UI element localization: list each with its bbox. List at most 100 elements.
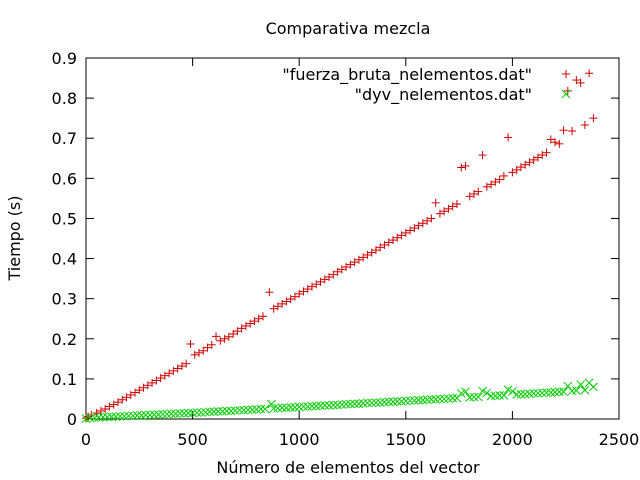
data-point — [354, 399, 364, 409]
data-point — [508, 168, 517, 177]
data-point — [252, 405, 261, 414]
data-point — [226, 406, 236, 416]
data-point — [149, 410, 159, 419]
data-point — [190, 350, 199, 359]
data-point — [329, 270, 338, 279]
y-axis-label: Tiempo (s) — [5, 195, 24, 281]
data-point — [444, 204, 453, 213]
data-point — [384, 397, 394, 407]
data-point — [109, 400, 118, 409]
data-point — [469, 392, 479, 402]
data-point — [533, 153, 542, 162]
data-point — [246, 319, 255, 328]
data-point — [427, 214, 436, 223]
data-point — [537, 388, 547, 398]
x-axis: 0 500 1000 1500 2000 2500 — [81, 58, 639, 449]
data-point — [333, 400, 342, 410]
y-tick-label: 0.8 — [52, 89, 77, 108]
data-point — [555, 139, 564, 148]
data-point — [162, 409, 172, 419]
data-point — [166, 409, 176, 419]
y-tick-label: 0 — [67, 410, 77, 429]
data-point — [101, 404, 110, 413]
data-point — [401, 396, 411, 406]
y-tick-label: 0.6 — [52, 169, 77, 188]
plot-area-frame — [85, 57, 620, 420]
data-point — [333, 267, 342, 276]
y-tick-label: 0.4 — [52, 250, 77, 269]
data-point — [559, 126, 568, 135]
data-point — [122, 393, 131, 402]
data-point — [401, 228, 410, 237]
legend-marker-symbol — [562, 70, 570, 78]
data-point — [414, 395, 423, 405]
data-point — [325, 273, 334, 282]
data-point — [567, 386, 577, 396]
x-tick-label: 2500 — [599, 430, 640, 449]
data-point — [478, 151, 487, 160]
data-point — [409, 396, 419, 405]
data-series — [81, 69, 598, 423]
data-point — [465, 192, 474, 201]
data-point — [465, 392, 475, 402]
data-point — [230, 406, 240, 415]
data-point — [393, 233, 402, 242]
data-point — [427, 394, 436, 404]
data-point — [461, 161, 470, 170]
data-point — [589, 114, 598, 123]
data-point — [559, 387, 568, 397]
data-point — [260, 404, 270, 414]
data-point — [529, 155, 538, 164]
data-point — [585, 69, 594, 78]
data-point — [203, 343, 212, 352]
data-point — [295, 289, 304, 298]
data-point — [516, 163, 525, 172]
data-point — [192, 408, 202, 417]
data-point — [303, 402, 313, 411]
data-point — [405, 396, 415, 405]
data-point — [359, 253, 368, 262]
data-point — [254, 314, 263, 323]
data-point — [414, 221, 423, 230]
data-point — [346, 260, 355, 269]
data-point — [525, 158, 534, 167]
data-point — [299, 402, 308, 411]
data-point — [152, 376, 161, 385]
data-point — [525, 389, 534, 399]
data-point — [572, 76, 581, 85]
legend-label-fuerza-bruta: "fuerza_bruta_nelementos.dat" — [282, 65, 532, 85]
series-fuerza-bruta — [82, 69, 598, 423]
data-point — [512, 390, 522, 399]
data-point — [124, 411, 133, 421]
data-point — [220, 334, 229, 343]
data-point — [256, 404, 266, 414]
data-point — [171, 409, 180, 419]
data-point — [495, 175, 504, 184]
data-point — [346, 399, 355, 409]
data-point — [282, 403, 291, 413]
data-point — [233, 327, 242, 336]
data-point — [376, 243, 385, 252]
data-point — [243, 405, 253, 415]
data-point — [328, 400, 338, 410]
data-point — [132, 411, 142, 420]
data-point — [482, 182, 491, 191]
data-point — [431, 394, 441, 404]
data-point — [165, 369, 174, 378]
chart-title: Comparativa mezcla — [266, 19, 431, 38]
data-point — [452, 200, 461, 209]
data-point — [580, 385, 590, 395]
data-point — [107, 412, 116, 421]
data-point — [273, 302, 282, 311]
data-point — [311, 401, 321, 411]
data-point — [516, 389, 526, 399]
data-point — [102, 412, 112, 422]
legend: "fuerza_bruta_nelementos.dat" "dyv_nelem… — [282, 65, 571, 105]
data-point — [131, 388, 140, 397]
data-point — [487, 180, 496, 189]
y-tick-label: 0.9 — [52, 49, 77, 68]
data-point — [194, 348, 203, 357]
data-point — [265, 288, 274, 297]
data-point — [371, 398, 381, 407]
legend-marker-symbol — [561, 89, 571, 99]
